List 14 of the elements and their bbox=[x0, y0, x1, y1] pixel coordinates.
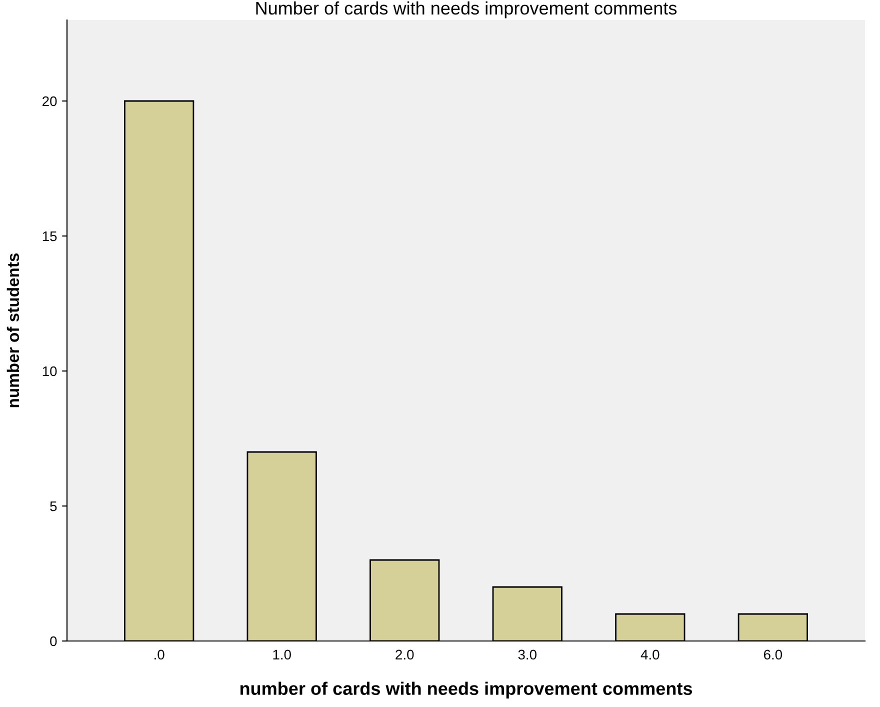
x-tick-label: 4.0 bbox=[640, 650, 660, 660]
x-tick-label: 2.0 bbox=[396, 650, 414, 660]
x-tick-label: 1.0 bbox=[273, 650, 291, 660]
x-tick-label: 6.0 bbox=[764, 650, 782, 660]
y-tick-label: 10 bbox=[42, 366, 57, 376]
x-tick-label: 3.0 bbox=[518, 650, 536, 660]
y-tick-label: 20 bbox=[42, 96, 57, 106]
chart-title: Number of cards with needs improvement comments bbox=[256, 1, 677, 18]
x-axis-title: number of cards with needs improvement comments bbox=[240, 682, 692, 699]
x-tick-label: .0 bbox=[154, 650, 164, 660]
y-tick-label: 15 bbox=[42, 231, 57, 242]
y-axis-title: number of students bbox=[6, 253, 20, 408]
y-tick-label: 5 bbox=[50, 501, 57, 512]
y-tick-label: 0 bbox=[50, 636, 57, 646]
